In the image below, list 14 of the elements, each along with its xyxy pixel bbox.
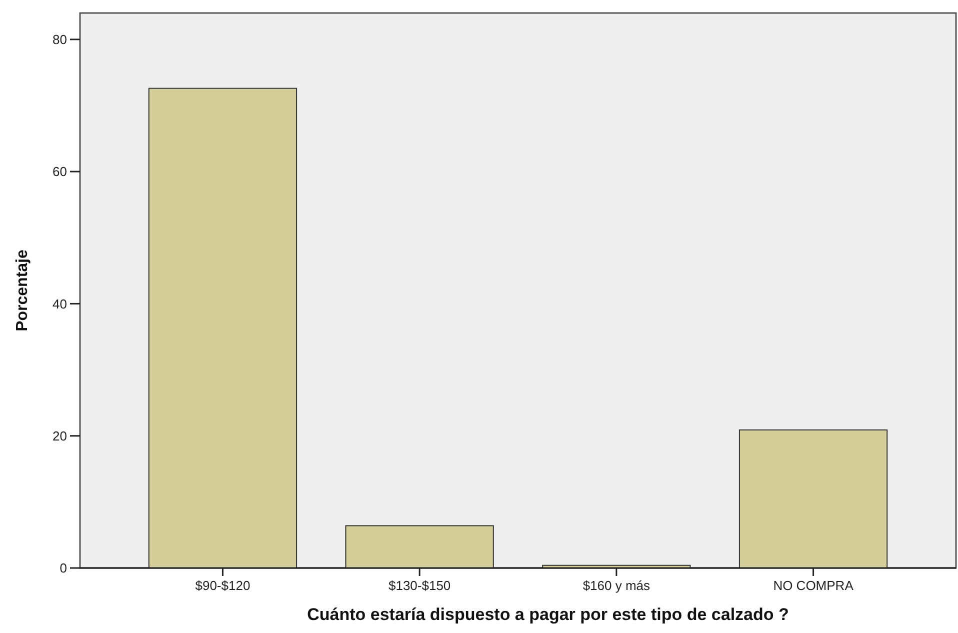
bar xyxy=(345,525,494,568)
x-tick-label: $160 y más xyxy=(582,578,651,593)
y-tick-label: 40 xyxy=(52,296,67,312)
x-axis-title: Cuánto estaría dispuesto a pagar por este tipo de calzado ? xyxy=(307,605,789,624)
y-tick-label: 60 xyxy=(52,164,67,180)
x-tick-label: $90-$120 xyxy=(195,578,250,593)
y-tick-label: 20 xyxy=(52,428,67,444)
y-axis-title: Porcentaje xyxy=(14,249,31,332)
x-tick-label: $130-$150 xyxy=(388,578,451,593)
bar xyxy=(148,88,298,568)
y-tick-label: 0 xyxy=(60,560,67,576)
x-tick-label: NO COMPRA xyxy=(773,578,854,593)
bar xyxy=(738,429,888,568)
y-tick-label: 80 xyxy=(52,32,67,47)
